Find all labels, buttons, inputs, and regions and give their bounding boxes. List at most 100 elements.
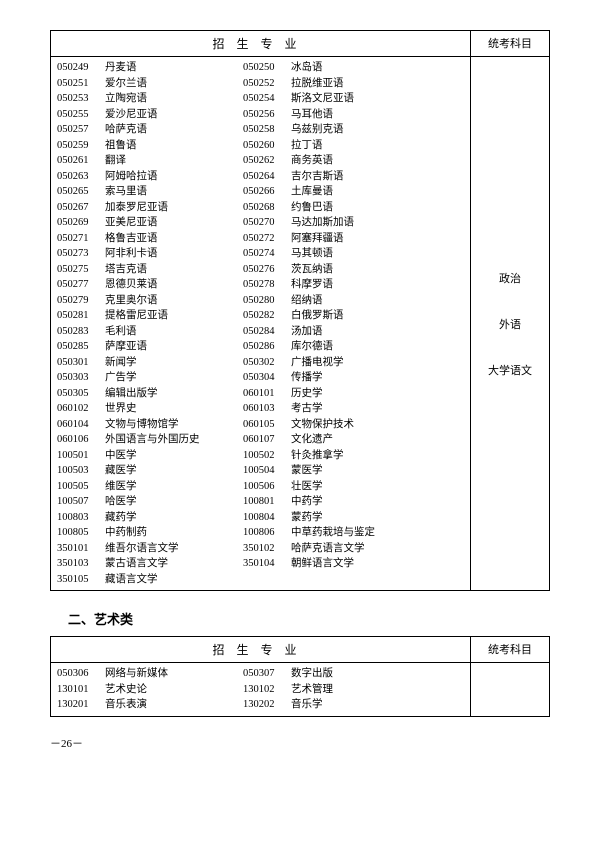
table-row: 050281提格雷尼亚语050282白俄罗斯语 [57,308,464,324]
major-code: 050278 [243,277,291,293]
major-name: 中医学 [105,448,243,464]
major-name: 塔吉克语 [105,262,243,278]
major-name: 斯洛文尼亚语 [291,91,464,107]
major-name: 传播学 [291,370,464,386]
table-row: 050301新闻学050302广播电视学 [57,355,464,371]
major-code: 050260 [243,138,291,154]
major-name: 历史学 [291,386,464,402]
table-row: 100503藏医学100504蒙医学 [57,463,464,479]
subject-foreign-language: 外语 [499,316,521,332]
major-name: 外国语言与外国历史 [105,432,243,448]
table-row: 100501中医学100502针灸推拿学 [57,448,464,464]
major-name: 广播电视学 [291,355,464,371]
major-code: 050304 [243,370,291,386]
major-code: 100507 [57,494,105,510]
major-code: 050307 [243,666,291,682]
table2-header: 招生专业 统考科目 [51,637,549,663]
major-code: 050280 [243,293,291,309]
major-name: 立陶宛语 [105,91,243,107]
major-code: 050249 [57,60,105,76]
major-code: 060107 [243,432,291,448]
major-name: 毛利语 [105,324,243,340]
table-row: 050265索马里语050266土库曼语 [57,184,464,200]
major-name: 考古学 [291,401,464,417]
table-row: 100805中药制药100806中草药栽培与鉴定 [57,525,464,541]
table-row: 130101艺术史论130102艺术管理 [57,682,464,698]
major-code: 050250 [243,60,291,76]
major-code: 100505 [57,479,105,495]
major-code: 050273 [57,246,105,262]
table-row: 050255爱沙尼亚语050256马耳他语 [57,107,464,123]
table-row: 050257哈萨克语050258乌兹别克语 [57,122,464,138]
major-name: 白俄罗斯语 [291,308,464,324]
major-code: 060103 [243,401,291,417]
major-code: 100804 [243,510,291,526]
table-row: 050273阿非利卡语050274马其顿语 [57,246,464,262]
major-name: 吉尔吉斯语 [291,169,464,185]
major-code: 060105 [243,417,291,433]
table-row: 050305编辑出版学060101历史学 [57,386,464,402]
major-code: 050286 [243,339,291,355]
major-name: 亚美尼亚语 [105,215,243,231]
major-name: 朝鲜语言文学 [291,556,464,572]
major-name: 蒙药学 [291,510,464,526]
major-code: 100502 [243,448,291,464]
major-name: 汤加语 [291,324,464,340]
table1-header-right: 统考科目 [471,31,549,56]
major-code: 100801 [243,494,291,510]
major-code: 100503 [57,463,105,479]
major-code: 050275 [57,262,105,278]
major-code: 100805 [57,525,105,541]
table-row: 050251爱尔兰语050252拉脱维亚语 [57,76,464,92]
major-code: 050262 [243,153,291,169]
table2-subjects [471,663,549,716]
table1-header-left: 招生专业 [51,31,471,56]
major-code: 050258 [243,122,291,138]
major-name: 中药学 [291,494,464,510]
table-row: 100505维医学100506壮医学 [57,479,464,495]
majors-table-1: 招生专业 统考科目 050249丹麦语050250冰岛语050251爱尔兰语05… [50,30,550,591]
major-code: 050259 [57,138,105,154]
table2-header-right: 统考科目 [471,637,549,662]
major-name: 中药制药 [105,525,243,541]
major-name: 藏医学 [105,463,243,479]
major-code: 350102 [243,541,291,557]
major-code: 050277 [57,277,105,293]
table2-body: 050306网络与新媒体050307数字出版130101艺术史论130102艺术… [51,663,549,716]
major-name: 乌兹别克语 [291,122,464,138]
major-name: 蒙古语言文学 [105,556,243,572]
major-code: 050285 [57,339,105,355]
major-name: 恩德贝莱语 [105,277,243,293]
major-code: 050264 [243,169,291,185]
major-code: 050252 [243,76,291,92]
table1-body: 050249丹麦语050250冰岛语050251爱尔兰语050252拉脱维亚语0… [51,57,549,590]
major-code: 050255 [57,107,105,123]
majors-table-2: 招生专业 统考科目 050306网络与新媒体050307数字出版130101艺术… [50,636,550,717]
major-name: 索马里语 [105,184,243,200]
table-row: 050263阿姆哈拉语050264吉尔吉斯语 [57,169,464,185]
major-name: 马达加斯加语 [291,215,464,231]
major-code: 100504 [243,463,291,479]
major-name: 文物保护技术 [291,417,464,433]
major-name: 藏药学 [105,510,243,526]
subject-chinese: 大学语文 [488,362,532,378]
major-name: 爱沙尼亚语 [105,107,243,123]
major-code: 050305 [57,386,105,402]
major-code: 060101 [243,386,291,402]
table2-header-left: 招生专业 [51,637,471,662]
major-name: 音乐学 [291,697,464,713]
major-name: 网络与新媒体 [105,666,243,682]
major-name [291,572,464,588]
major-name: 阿塞拜疆语 [291,231,464,247]
major-name: 文化遗产 [291,432,464,448]
major-code: 050266 [243,184,291,200]
major-code: 060102 [57,401,105,417]
table-row: 060102世界史060103考古学 [57,401,464,417]
major-code: 100506 [243,479,291,495]
major-code: 130101 [57,682,105,698]
major-name: 藏语言文学 [105,572,243,588]
major-code: 050257 [57,122,105,138]
major-code: 050267 [57,200,105,216]
major-name: 新闻学 [105,355,243,371]
major-name: 翻译 [105,153,243,169]
